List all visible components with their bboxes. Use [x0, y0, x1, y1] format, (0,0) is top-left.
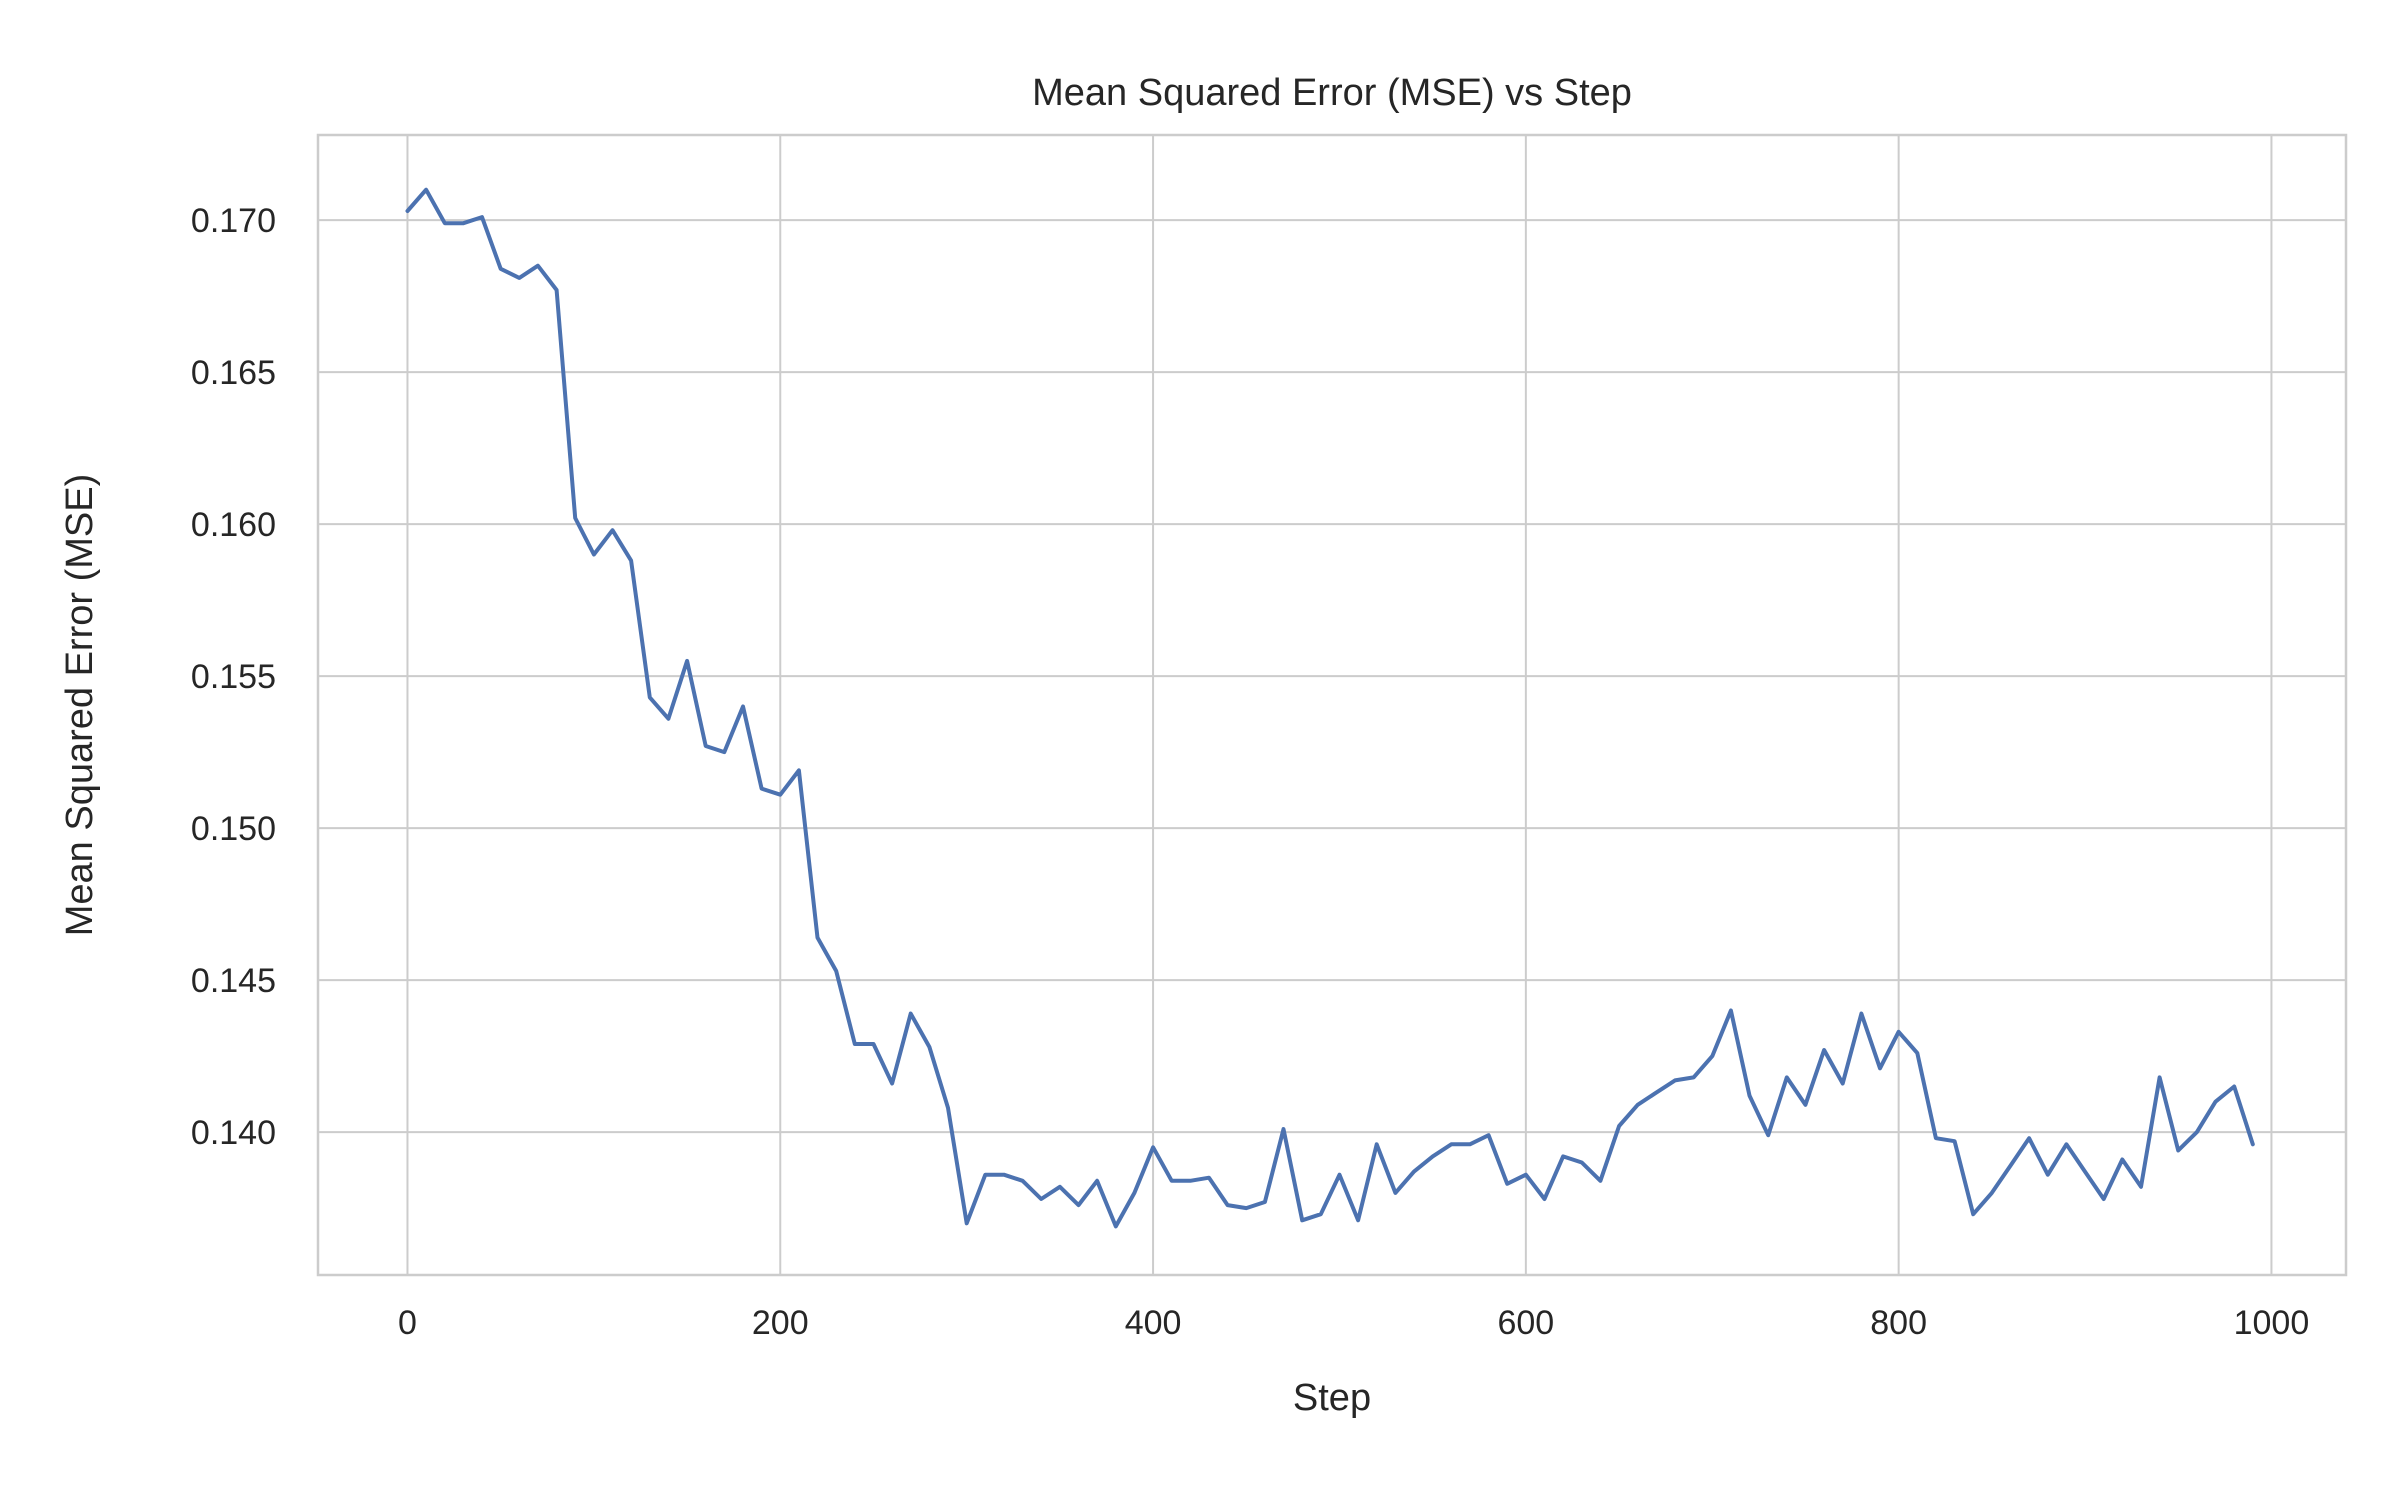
y-axis-ticks: 0.140 0.145 0.150 0.155 0.160 0.165 0.170	[191, 202, 276, 1152]
x-tick-label: 200	[752, 1304, 809, 1342]
y-tick-label: 0.165	[191, 354, 276, 392]
x-tick-label: 400	[1125, 1304, 1182, 1342]
x-axis-label: Step	[1293, 1377, 1371, 1419]
x-tick-label: 800	[1870, 1304, 1927, 1342]
x-tick-label: 600	[1497, 1304, 1554, 1342]
mse-series-line	[405, 187, 2255, 1229]
plot-frame	[316, 133, 2348, 1277]
chart-title: Mean Squared Error (MSE) vs Step	[1032, 72, 1632, 114]
y-tick-label: 0.145	[191, 962, 276, 1000]
y-axis-label: Mean Squared Error (MSE)	[59, 474, 101, 937]
y-tick-label: 0.140	[191, 1114, 276, 1152]
x-tick-label: 0	[398, 1304, 417, 1342]
y-tick-label: 0.155	[191, 658, 276, 696]
y-tick-label: 0.170	[191, 202, 276, 240]
x-tick-label: 1000	[2234, 1304, 2310, 1342]
x-axis-ticks: 0 200 400 600 800 1000	[398, 1304, 2309, 1342]
y-tick-label: 0.150	[191, 810, 276, 848]
y-tick-label: 0.160	[191, 506, 276, 544]
grid-lines	[318, 135, 2346, 1275]
data-points	[405, 188, 2254, 1229]
